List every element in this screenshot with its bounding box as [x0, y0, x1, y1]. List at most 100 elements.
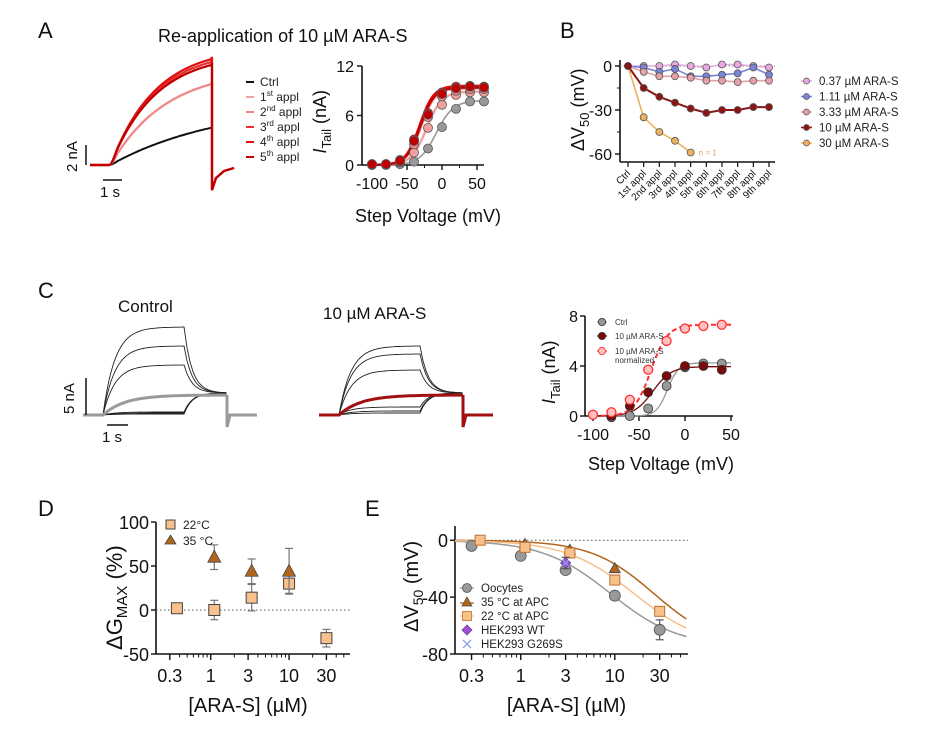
y-label-I: I [539, 399, 559, 404]
data-point [671, 98, 679, 107]
legend-label: 3.33 µM ARA-S [819, 107, 899, 119]
x-axis-label: [ARA-S] (µM) [507, 695, 626, 717]
y-tick-label: -80 [422, 645, 448, 665]
data-point [451, 104, 461, 114]
data-point [643, 387, 654, 398]
legend-marker [803, 139, 810, 147]
data-point-square [474, 534, 486, 546]
legend-base: 5 [260, 150, 267, 164]
series-line-2 [627, 65, 769, 83]
y-label-main: ΔV [401, 605, 423, 632]
legend-sup: th [267, 134, 274, 143]
data-point-square [320, 632, 333, 645]
legend-marker [803, 77, 810, 85]
data-point-square [519, 541, 531, 553]
legend-label: 10 µM ARA-S [615, 332, 664, 341]
data-point [765, 63, 773, 72]
legend-suffix: appl [273, 90, 299, 104]
x-tick-label: 3 [561, 666, 571, 686]
data-point [765, 76, 773, 85]
data-point [624, 62, 632, 70]
data-point [437, 122, 447, 132]
data-point [733, 69, 742, 78]
legend-base: 3 [260, 120, 267, 134]
y-label-main: ΔV [568, 127, 588, 151]
x-tick-label: 1 [206, 666, 216, 686]
trace-2 [90, 81, 235, 191]
data-point [381, 159, 391, 170]
legend-label-4: 4th appl [260, 134, 299, 149]
data-point [749, 76, 758, 85]
y-tick-label: 0 [569, 409, 578, 426]
data-point [718, 106, 726, 114]
y-axis-label: ITail (nA) [539, 340, 563, 404]
panel-letter-d: D [38, 496, 54, 521]
series-line-3 [627, 65, 769, 114]
y-tick-label: 50 [129, 557, 149, 577]
legend-label: 10 µM ARA-S [615, 347, 664, 356]
current-trace [83, 345, 257, 416]
data-point [686, 104, 695, 113]
y-label-sub: Tail [319, 129, 334, 149]
y-label-unit: (%) [102, 545, 127, 585]
x-tick-label: 0.3 [459, 666, 484, 686]
panel-c-arass-title: 10 µM ARA-S [323, 304, 426, 323]
x-tick-label: 10 [605, 666, 625, 686]
data-point [639, 67, 648, 76]
legend-label: HEK293 WT [481, 625, 545, 637]
legend-label-3: 3rd appl [260, 119, 300, 134]
x-tick-label: 3 [243, 666, 253, 686]
legend-label-1: 1st appl [260, 89, 299, 104]
current-trace [83, 326, 257, 416]
legend-label: HEK293 G269S [481, 639, 563, 651]
data-point-triangle [281, 563, 297, 577]
y-label-unit: (nA) [310, 90, 330, 129]
y-label-unit: (nA) [539, 340, 559, 379]
data-point [733, 106, 742, 114]
data-point [587, 409, 599, 420]
data-point [702, 109, 711, 117]
panel-letter-c: C [38, 278, 54, 303]
data-point [679, 323, 691, 334]
data-point [661, 335, 672, 347]
data-point [451, 83, 461, 94]
legend-base: Ctrl [260, 75, 279, 89]
panel-letter-a: A [38, 18, 53, 43]
data-point [639, 113, 648, 122]
data-point [733, 60, 742, 69]
y-tick-label: -50 [123, 645, 149, 665]
legend-marker-triangle [461, 596, 473, 607]
legend-label: 1.11 µM ARA-S [819, 92, 898, 104]
current-trace [319, 353, 493, 416]
data-point-circle [465, 540, 478, 552]
y-tick-label: 100 [119, 513, 149, 533]
data-point [671, 65, 679, 73]
data-point-triangle [608, 561, 621, 574]
x-tick-label: 0.3 [157, 666, 182, 686]
data-point-square [170, 602, 183, 615]
data-point [437, 99, 447, 110]
y-tick-label: 0 [139, 601, 149, 621]
current-trace [319, 369, 493, 416]
y-axis-label: ΔGMAX (%) [102, 545, 131, 650]
data-point [639, 84, 648, 92]
legend-marker-circle [462, 583, 472, 593]
y-label-unit: (mV) [568, 69, 588, 113]
panel-a-scalebar: 2 nA 1 s [64, 141, 122, 201]
data-point [716, 319, 727, 330]
y-axis-label: ΔV50 (mV) [568, 69, 592, 152]
data-point [437, 89, 447, 99]
panel-a-iv-plot: 0 6 12 -100 -50 0 50 Step Voltage (mV) ITail (nA… [310, 59, 501, 226]
x-tick-label: -100 [356, 176, 388, 193]
legend-label: normalized [615, 356, 654, 365]
legend-sup: st [267, 89, 274, 98]
data-point-square [654, 605, 666, 617]
data-point [395, 155, 405, 166]
data-point [749, 103, 758, 111]
x-tick-label: 0 [681, 427, 690, 444]
data-point-triangle [244, 563, 259, 577]
panel-c-scalebar: 5 nA 1 s [61, 378, 128, 446]
y-tick-label: 6 [345, 109, 354, 126]
data-point [423, 143, 433, 154]
